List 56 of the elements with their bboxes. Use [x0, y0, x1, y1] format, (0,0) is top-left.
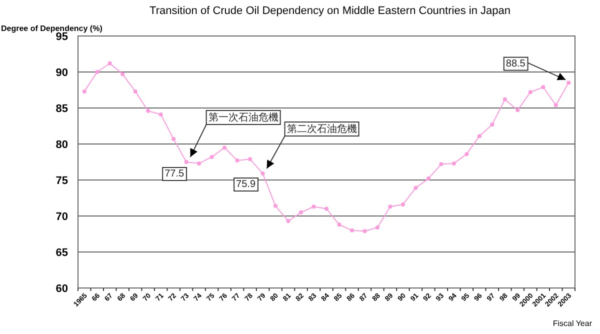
point [184, 160, 188, 164]
x-axis-title: Fiscal Year [552, 319, 592, 328]
y-axis-title: Degree of Dependency (%) [1, 24, 103, 33]
y-tick-label: 95 [56, 31, 68, 43]
y-tick-label: 80 [56, 139, 68, 151]
point [82, 89, 86, 94]
point [490, 122, 494, 127]
point [528, 90, 532, 94]
point [274, 204, 278, 208]
annotation: 第二次石油危機 [286, 123, 357, 136]
point [210, 154, 214, 159]
point [426, 176, 430, 181]
point [286, 219, 290, 224]
point [554, 103, 558, 108]
point [350, 228, 354, 232]
point [388, 204, 392, 209]
point [414, 186, 418, 190]
point [172, 136, 176, 141]
point [248, 157, 252, 162]
point [260, 172, 265, 176]
point [375, 226, 380, 230]
point [502, 97, 507, 102]
y-tick-label: 70 [56, 211, 68, 223]
point [95, 70, 100, 74]
point [439, 162, 444, 166]
point [299, 210, 304, 214]
point [235, 158, 240, 163]
point [337, 222, 342, 227]
point [222, 146, 227, 150]
point [158, 112, 163, 116]
point [133, 89, 138, 94]
point [541, 85, 546, 90]
point [362, 229, 367, 234]
point [477, 134, 482, 138]
annotation: 75.9 [236, 179, 256, 190]
point [464, 152, 469, 156]
y-tick-label: 85 [56, 103, 68, 115]
point [324, 206, 328, 211]
point [108, 61, 112, 66]
chart-title: Transition of Crude Oil Dependency on Middle Eastern Countries in Japan [150, 5, 510, 17]
point [312, 204, 316, 209]
point [400, 202, 405, 206]
point [566, 80, 571, 85]
y-tick-label: 90 [56, 67, 68, 79]
point [146, 108, 150, 113]
point [120, 72, 125, 76]
annotation: 77.5 [164, 168, 184, 180]
annotation: 第一次石油危機 [208, 112, 278, 124]
y-tick-label: 60 [56, 283, 68, 295]
line-series [82, 61, 571, 234]
y-tick-label: 65 [56, 247, 68, 259]
annotation: 88.5 [506, 58, 526, 70]
point [452, 161, 456, 166]
point [197, 161, 202, 166]
y-tick-label: 75 [56, 175, 68, 187]
point [516, 108, 520, 112]
